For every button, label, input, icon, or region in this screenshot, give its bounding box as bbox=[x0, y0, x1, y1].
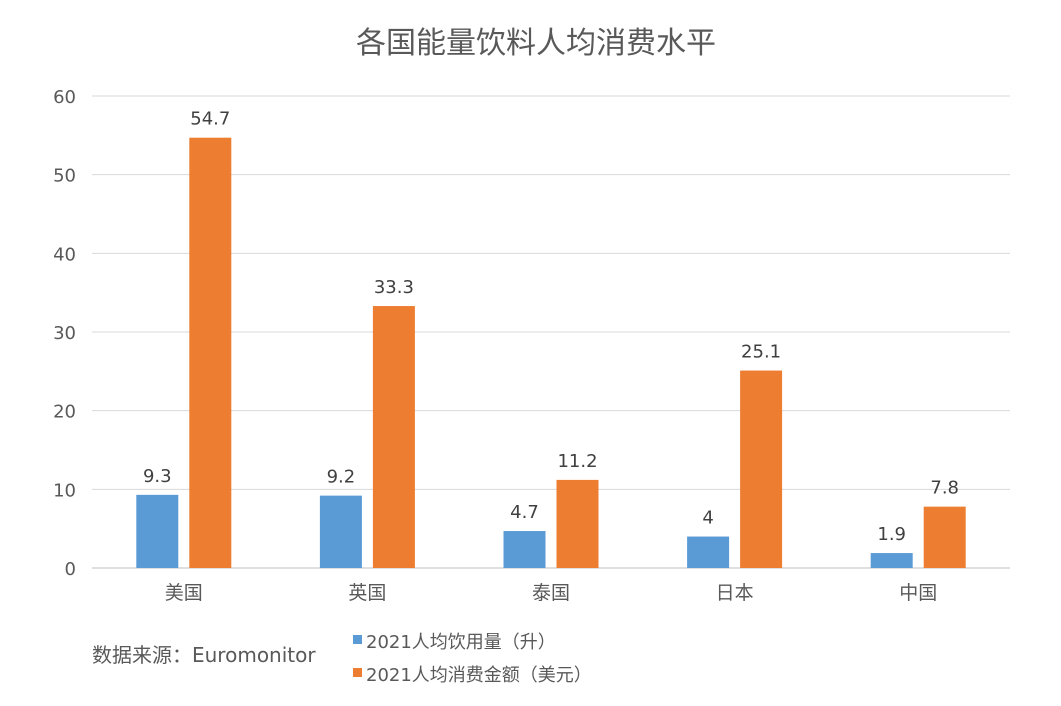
legend-marker-consumption-volume bbox=[353, 635, 362, 644]
source-note: 数据来源：Euromonitor bbox=[92, 643, 316, 667]
data-label: 9.2 bbox=[327, 467, 356, 488]
data-label: 1.9 bbox=[877, 524, 906, 545]
bar-spending bbox=[189, 137, 232, 568]
x-tick-label: 中国 bbox=[899, 582, 937, 604]
y-tick-label: 30 bbox=[53, 323, 76, 344]
data-label: 25.1 bbox=[741, 342, 781, 363]
data-label: 7.8 bbox=[930, 478, 959, 499]
bar-spending bbox=[923, 506, 966, 568]
chart-title: 各国能量饮料人均消费水平 bbox=[356, 26, 716, 61]
data-label: 54.7 bbox=[190, 109, 230, 130]
bar-spending bbox=[556, 479, 599, 568]
x-tick-label: 泰国 bbox=[532, 582, 570, 604]
x-tick-label: 英国 bbox=[348, 582, 386, 604]
y-tick-label: 60 bbox=[53, 87, 76, 108]
legend: 2021人均饮用量（升） 2021人均消费金额（美元） bbox=[353, 632, 592, 686]
bar-volume bbox=[503, 531, 546, 568]
y-axis: 0 10 20 30 40 50 60 bbox=[53, 87, 76, 580]
x-axis: 美国 英国 泰国 日本 中国 bbox=[165, 582, 937, 604]
gridlines bbox=[92, 95, 1010, 569]
legend-marker-spending bbox=[353, 668, 362, 677]
x-tick-label: 美国 bbox=[165, 582, 203, 604]
y-tick-label: 50 bbox=[53, 166, 76, 187]
bar-spending bbox=[740, 370, 783, 568]
bar-volume bbox=[319, 495, 362, 568]
y-tick-label: 20 bbox=[53, 402, 76, 423]
y-tick-label: 0 bbox=[65, 559, 76, 580]
y-tick-label: 40 bbox=[53, 244, 76, 265]
y-tick-label: 10 bbox=[53, 480, 76, 501]
data-label: 4.7 bbox=[510, 502, 539, 523]
data-label: 11.2 bbox=[557, 451, 597, 472]
bar-spending bbox=[372, 306, 415, 568]
data-label: 9.3 bbox=[143, 466, 172, 487]
data-label: 4 bbox=[702, 508, 713, 529]
x-tick-label: 日本 bbox=[716, 582, 754, 604]
bar-volume bbox=[687, 536, 730, 568]
data-label: 33.3 bbox=[374, 277, 414, 298]
bars: 9.3 54.7 9.2 33.3 4.7 11.2 4 25.1 1.9 7.8 bbox=[136, 109, 966, 568]
legend-label-spending: 2021人均消费金额（美元） bbox=[366, 665, 592, 686]
legend-label-consumption-volume: 2021人均饮用量（升） bbox=[366, 632, 556, 653]
bar-volume bbox=[870, 553, 913, 568]
bar-volume bbox=[136, 494, 179, 568]
